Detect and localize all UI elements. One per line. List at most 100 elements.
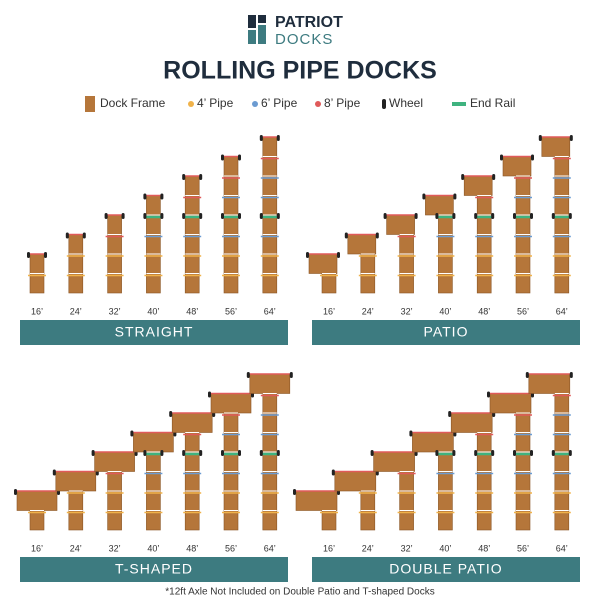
- length-label: 32’: [401, 543, 413, 553]
- length-label: 48’: [478, 306, 490, 316]
- wheel: [259, 213, 263, 219]
- length-label: 48’: [186, 306, 198, 316]
- wheel: [452, 213, 456, 219]
- length-label: 40’: [147, 543, 159, 553]
- length-label: 48’: [186, 543, 198, 553]
- wheel: [221, 154, 224, 161]
- wheel: [238, 213, 241, 219]
- legend-swatch: [85, 96, 95, 112]
- legend-label: 8’ Pipe: [324, 96, 361, 110]
- dock-platform: [502, 156, 532, 177]
- length-label: 32’: [401, 306, 413, 316]
- panel-banner: [20, 320, 288, 345]
- panel-name: DOUBLE PATIO: [389, 561, 502, 577]
- wheel: [513, 213, 516, 219]
- legend-swatch: [452, 102, 466, 106]
- dock-platform: [16, 490, 58, 511]
- dock-platform: [541, 136, 571, 157]
- dock-platform: [347, 234, 377, 255]
- wheel: [91, 450, 95, 456]
- length-label: 16’: [31, 543, 43, 553]
- wheel: [383, 213, 387, 219]
- length-label: 56’: [225, 306, 237, 316]
- dock-frame: [515, 156, 531, 294]
- wheel: [143, 450, 147, 456]
- logo-text: DOCKS: [275, 31, 333, 48]
- length-label: 40’: [147, 306, 159, 316]
- wheel: [44, 252, 47, 258]
- dock-platform: [308, 253, 338, 274]
- wheel: [551, 213, 555, 219]
- wheel: [370, 450, 374, 456]
- wheel: [530, 213, 533, 219]
- wheel: [500, 154, 503, 161]
- wheel: [82, 232, 86, 239]
- wheel: [182, 450, 186, 456]
- wheel: [551, 450, 555, 456]
- wheel: [448, 411, 452, 417]
- dock-platform: [334, 471, 377, 492]
- length-label: 24’: [70, 306, 82, 316]
- wheel: [14, 489, 17, 495]
- dock-frame: [223, 393, 239, 531]
- wheel: [568, 450, 572, 456]
- wheel: [337, 252, 340, 258]
- length-label: 24’: [362, 306, 374, 316]
- legend-swatch: [315, 101, 321, 107]
- wheel: [474, 213, 478, 219]
- legend-label: 6’ Pipe: [261, 96, 298, 110]
- wheel: [409, 430, 413, 437]
- wheel: [530, 450, 533, 456]
- wheel: [182, 174, 186, 180]
- panel-banner: [312, 320, 580, 345]
- panel-name: PATIO: [424, 324, 469, 340]
- wheel: [27, 252, 30, 258]
- dock-platform: [412, 432, 454, 453]
- dock-platform: [425, 195, 454, 216]
- panel-banner: [312, 557, 580, 582]
- legend-label: Wheel: [389, 96, 423, 110]
- legend-swatch: [188, 101, 194, 107]
- wheel: [491, 213, 495, 219]
- wheel: [452, 450, 456, 456]
- legend-label: 4’ Pipe: [197, 96, 234, 110]
- length-label: 64’: [556, 306, 568, 316]
- wheel: [276, 450, 280, 456]
- wheel: [143, 193, 147, 200]
- wheel: [259, 135, 263, 141]
- dock-frame: [146, 195, 161, 294]
- wheel: [259, 450, 263, 456]
- wheel: [160, 213, 164, 219]
- wheel: [414, 213, 418, 219]
- wheel: [160, 450, 164, 456]
- title: ROLLING PIPE DOCKS: [163, 57, 437, 85]
- length-label: 64’: [264, 306, 276, 316]
- logo-icon: [248, 15, 266, 44]
- legend-label: Dock Frame: [100, 96, 166, 110]
- wheel: [143, 213, 147, 219]
- legend-swatch: [252, 101, 258, 107]
- logo-text: PATRIOT: [275, 14, 343, 31]
- length-label: 64’: [264, 543, 276, 553]
- wheel: [246, 372, 250, 378]
- wheel: [487, 391, 490, 398]
- wheel: [199, 450, 203, 456]
- wheel: [513, 450, 516, 456]
- panel-banner: [20, 557, 288, 582]
- wheel: [492, 174, 496, 180]
- wheel: [461, 174, 465, 180]
- wheel: [569, 135, 573, 141]
- wheel: [276, 213, 280, 219]
- wheel: [331, 469, 335, 476]
- wheel: [199, 213, 203, 219]
- wheel: [65, 232, 69, 239]
- dock-platform: [249, 373, 291, 394]
- footnote: *12ft Axle Not Included on Double Patio …: [165, 587, 434, 598]
- length-label: 64’: [556, 543, 568, 553]
- length-label: 24’: [70, 543, 82, 553]
- dock-frame: [515, 393, 531, 531]
- wheel: [474, 450, 478, 456]
- length-label: 56’: [225, 543, 237, 553]
- length-label: 48’: [478, 543, 490, 553]
